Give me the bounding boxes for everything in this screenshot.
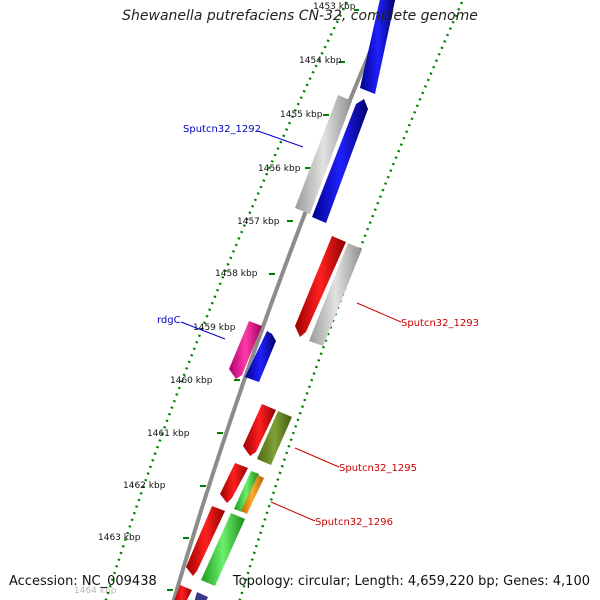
- gene-green-2[interactable]: [201, 513, 245, 586]
- label-leader-lines: [180, 130, 402, 522]
- gene-labels: Sputcn32_1292 rdgC Sputcn32_1293 Sputcn3…: [157, 124, 479, 528]
- gene-label-rdgc[interactable]: rdgC: [157, 315, 181, 326]
- tick-label-1454: 1454 kbp: [299, 56, 342, 66]
- gene-label-sputcn32-1292[interactable]: Sputcn32_1292: [183, 124, 261, 135]
- gene-blue-1[interactable]: [360, 0, 396, 94]
- tick-label-1456: 1456 kbp: [258, 164, 301, 174]
- gene-green-1[interactable]: [234, 471, 259, 512]
- tick-marks: [167, 9, 359, 591]
- inner-dotted-ring: [104, 1, 349, 600]
- tick-label-1453: 1453 kbp: [313, 2, 356, 12]
- tick-labels: 1453 kbp 1454 kbp 1455 kbp 1456 kbp 1457…: [74, 2, 356, 596]
- tick-label-1464: 1464 kbp: [74, 586, 117, 596]
- tick-label-1462: 1462 kbp: [123, 481, 166, 491]
- gene-label-sputcn32-1295[interactable]: Sputcn32_1295: [339, 463, 417, 474]
- gene-features: [172, 0, 396, 600]
- gene-olive-1295[interactable]: [257, 411, 292, 465]
- topology-text: Topology: circular; Length: 4,659,220 bp…: [232, 574, 590, 589]
- tick-label-1461: 1461 kbp: [147, 429, 190, 439]
- gene-magenta-rdgc[interactable]: [229, 321, 262, 379]
- gene-blue-2[interactable]: [312, 99, 368, 223]
- accession-text: Accession: NC_009438: [9, 574, 157, 589]
- gene-red-4[interactable]: [186, 506, 225, 576]
- gene-label-sputcn32-1293[interactable]: Sputcn32_1293: [401, 318, 479, 329]
- leader-line-1295: [294, 447, 340, 468]
- map-title: Shewanella putrefaciens CN-32, complete …: [122, 8, 478, 24]
- gene-grey-1292[interactable]: [295, 95, 352, 214]
- gene-red-1[interactable]: [295, 236, 346, 337]
- tick-label-1463: 1463 kbp: [98, 533, 141, 543]
- gene-red-5[interactable]: [172, 585, 192, 600]
- leader-line-1293: [356, 302, 402, 323]
- gene-orange-1296[interactable]: [241, 475, 264, 514]
- tick-label-1457: 1457 kbp: [237, 217, 280, 227]
- gene-label-sputcn32-1296[interactable]: Sputcn32_1296: [315, 517, 393, 528]
- genome-backbone: [171, 0, 395, 600]
- gene-navy-6[interactable]: [193, 592, 208, 600]
- gene-red-3[interactable]: [220, 463, 248, 503]
- tick-label-1460: 1460 kbp: [170, 376, 213, 386]
- leader-line-rdgc: [180, 321, 226, 340]
- tick-label-1455: 1455 kbp: [280, 110, 323, 120]
- gene-red-2[interactable]: [243, 404, 276, 456]
- tick-label-1458: 1458 kbp: [215, 269, 258, 279]
- gene-grey-1293[interactable]: [309, 243, 362, 346]
- leader-line-1296: [270, 501, 316, 522]
- tick-label-1459: 1459 kbp: [193, 323, 236, 333]
- leader-line-1292: [257, 130, 304, 148]
- gene-blue-3[interactable]: [245, 331, 276, 382]
